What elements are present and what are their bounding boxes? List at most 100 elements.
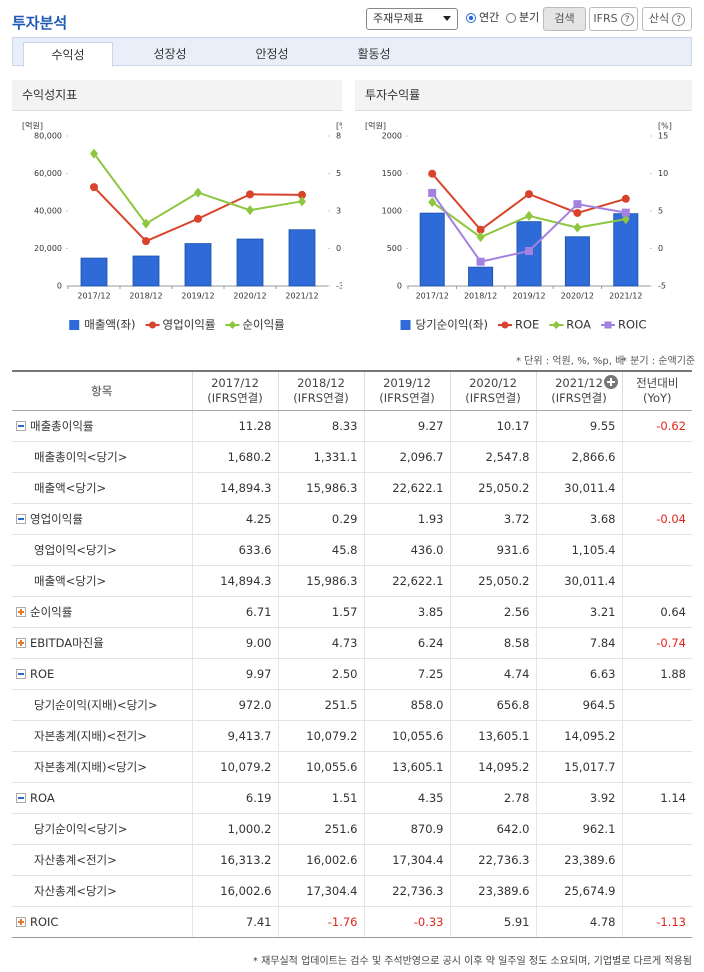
header-subtext: (IFRS연결) xyxy=(379,391,435,405)
x-tick-label: 2020/12 xyxy=(233,292,266,301)
value-cell: 2.78 xyxy=(449,782,536,814)
legend-marker xyxy=(604,321,612,329)
yoy-cell xyxy=(621,751,692,783)
legend-marker xyxy=(149,321,157,329)
line-marker xyxy=(573,208,582,217)
line-marker xyxy=(298,196,306,207)
value-cell: 1,680.2 xyxy=(191,441,278,473)
add-column-icon[interactable] xyxy=(603,375,618,389)
legend-item[interactable]: ROIC xyxy=(601,318,646,332)
sub-row: 당기순이익(지배)<당기> 972.0 251.5 858.0 656.8 964.5 xyxy=(12,689,692,721)
formula-button[interactable]: 산식? xyxy=(642,7,692,31)
toggle-icon[interactable] xyxy=(16,421,26,431)
section-title: 투자분석 xyxy=(12,14,68,32)
value-cell: 14,894.3 xyxy=(191,472,278,504)
header-text: 2017/12 xyxy=(211,376,259,390)
line-marker xyxy=(194,214,202,223)
sub-row: 자본총계(지배)<전기> 9,413.7 10,079.2 10,055.6 13,60… xyxy=(12,720,692,752)
value-cell: 14,095.2 xyxy=(449,751,536,783)
toggle-icon[interactable] xyxy=(16,514,26,524)
y2-axis-label: [%] xyxy=(336,122,342,131)
row-label: 자본총계(지배)<전기> xyxy=(34,729,147,743)
x-tick-label: 2019/12 xyxy=(512,292,545,301)
toggle-icon[interactable] xyxy=(16,917,26,927)
value-cell: 25,050.2 xyxy=(449,472,536,504)
line-marker xyxy=(525,246,533,255)
legend-item[interactable]: ROE xyxy=(497,318,539,332)
yoy-cell xyxy=(621,534,692,566)
value-cell: 7.84 xyxy=(535,627,622,659)
radio-quarter[interactable]: 분기 xyxy=(506,10,539,26)
value-cell: 25,050.2 xyxy=(449,565,536,597)
legend: 매출액(좌) 영업이익률 순이익률 xyxy=(69,318,285,332)
main-row: EBITDA마진율 9.00 4.73 6.24 8.58 7.84 -0.74 xyxy=(12,627,692,659)
value-cell: 9.00 xyxy=(191,627,278,659)
yoy-cell xyxy=(621,565,692,597)
y-axis-label: [억원] xyxy=(365,121,386,131)
row-label-cell: EBITDA마진율 xyxy=(12,627,192,659)
panel-title: 투자수익률 xyxy=(355,80,692,111)
line-marker xyxy=(142,218,150,229)
y-tick-label: 1500 xyxy=(382,169,402,178)
value-cell: 22,622.1 xyxy=(363,565,450,597)
value-cell: 3.72 xyxy=(449,503,536,535)
value-cell: 10,055.6 xyxy=(363,720,450,752)
bar xyxy=(613,213,639,287)
toggle-icon[interactable] xyxy=(16,793,26,803)
sub-row: 영업이익<당기> 633.6 45.8 436.0 931.6 1,105.4 xyxy=(12,534,692,566)
tab[interactable]: 활동성 xyxy=(357,47,391,61)
header-text: 항목 xyxy=(91,383,113,398)
value-cell: 7.41 xyxy=(191,906,278,938)
quarter-note: * 분기 : 순액기준 xyxy=(622,356,696,367)
ifrs-button[interactable]: IFRS? xyxy=(589,7,638,31)
value-cell: 9,413.7 xyxy=(191,720,278,752)
line-marker xyxy=(525,190,533,199)
radio-label: 분기 xyxy=(519,11,540,24)
tab[interactable]: 안정성 xyxy=(255,47,289,61)
yoy-cell: 1.88 xyxy=(621,658,692,690)
toggle-icon[interactable] xyxy=(16,638,26,648)
header-row: 항목 2017/12 (IFRS연결) 2018/12 (IFRS연결) 2019/12(… xyxy=(12,370,692,411)
search-button[interactable]: 검색 xyxy=(543,7,586,31)
legend-item[interactable]: 영업이익률 xyxy=(145,318,216,332)
row-label-cell: 자산총계<당기> xyxy=(12,875,192,907)
value-cell: 642.0 xyxy=(449,813,536,845)
row-label-cell: 영업이익<당기> xyxy=(12,534,192,566)
panel-title: 수익성지표 xyxy=(12,80,342,111)
column-header: 2020/12 (IFRS연결) xyxy=(449,370,536,411)
legend-item[interactable]: 매출액(좌) xyxy=(69,318,136,332)
value-cell: 436.0 xyxy=(363,534,450,566)
row-label: EBITDA마진율 xyxy=(30,636,104,650)
toggle-icon[interactable] xyxy=(16,607,26,617)
radio-annual[interactable]: 연간 xyxy=(466,10,499,26)
value-cell: 656.8 xyxy=(449,689,536,721)
tab[interactable]: 수익성 xyxy=(23,42,113,67)
row-label: 자산총계<당기> xyxy=(34,884,117,898)
main-row: ROE 9.97 2.50 7.25 4.74 6.63 1.88 xyxy=(12,658,692,690)
value-cell: 6.19 xyxy=(191,782,278,814)
sub-row: 자본총계(지배)<당기> 10,079.2 10,055.6 13,605.1 14,0… xyxy=(12,751,692,783)
line-marker xyxy=(90,148,98,159)
y2-tick-label: 10 xyxy=(658,169,668,178)
y-axis-label: [억원] xyxy=(22,121,43,131)
legend-item[interactable]: 당기순이익(좌) xyxy=(400,318,488,332)
statement-select[interactable]: 주재무제표 xyxy=(366,8,458,30)
sub-row: 자산총계<당기> 16,002.6 17,304.4 22,736.3 23,389.6… xyxy=(12,875,692,907)
legend-marker xyxy=(228,321,237,329)
legend-item[interactable]: 순이익률 xyxy=(225,318,285,332)
header-text: 2021/12 xyxy=(555,376,603,390)
legend-label: 당기순이익(좌) xyxy=(416,318,488,332)
tab[interactable]: 성장성 xyxy=(153,47,187,61)
x-tick-label: 2017/12 xyxy=(77,292,110,301)
toggle-icon[interactable] xyxy=(16,669,26,679)
value-cell: 15,986.3 xyxy=(277,565,364,597)
header-text: 2020/12 xyxy=(469,376,517,390)
value-cell: 1.57 xyxy=(277,596,364,628)
legend-item[interactable]: ROA xyxy=(549,318,591,332)
y2-tick-label: -5 xyxy=(658,282,666,291)
value-cell: 10,079.2 xyxy=(191,751,278,783)
value-cell: 4.78 xyxy=(535,906,622,938)
line-marker xyxy=(90,183,98,192)
value-cell: 1,105.4 xyxy=(535,534,622,566)
